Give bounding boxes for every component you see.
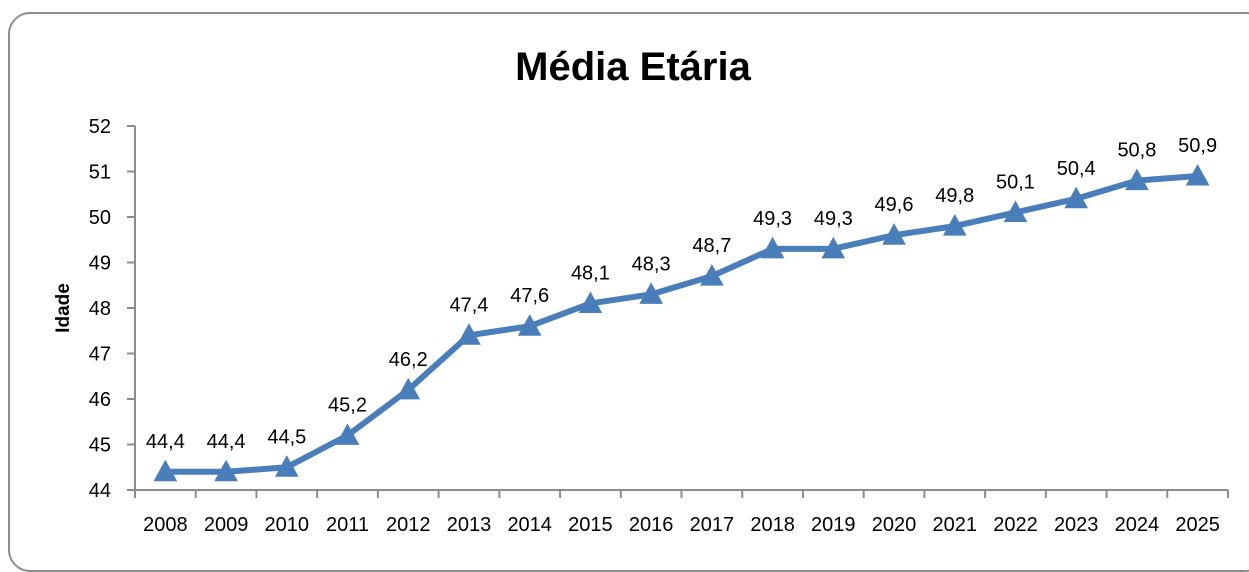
y-tick-label: 48: [89, 298, 111, 320]
x-tick-label: 2015: [568, 514, 613, 536]
data-labels: 44,4 44,4 44,5 45,2 46,2 47,4 47,6 48,1 48,3 48,7…: [146, 135, 1217, 453]
data-point-marker: [396, 377, 421, 400]
line-chart: Média Etária Idade 44 45 46 47 48 49 50 51 52 200…: [53, 45, 1229, 536]
y-tick-label: 52: [89, 116, 111, 138]
x-tick-label: 2013: [447, 514, 492, 536]
data-point-marker: [821, 236, 846, 259]
data-point-marker: [1003, 200, 1028, 222]
x-tick-label: 2010: [265, 514, 310, 536]
axes: 44 45 46 47 48 49 50 51 52 2008 2009 2010 2011 2012 20…: [89, 116, 1229, 536]
x-tick-label: 2023: [1054, 514, 1099, 536]
data-label: 46,2: [389, 349, 428, 371]
data-label: 45,2: [328, 394, 367, 416]
data-point-marker: [1185, 164, 1210, 186]
x-tick-label: 2024: [1115, 514, 1160, 536]
y-tick-label: 45: [89, 435, 111, 457]
x-tick-label: 2008: [143, 514, 188, 536]
y-axis-label: Idade: [53, 283, 74, 333]
x-tick-label: 2021: [933, 514, 978, 536]
data-label: 49,3: [814, 208, 853, 230]
x-tick-label: 2011: [326, 514, 369, 536]
x-tick-label: 2009: [204, 514, 249, 536]
data-label: 44,4: [146, 431, 185, 453]
data-point-marker: [335, 423, 360, 445]
x-tick-label: 2019: [811, 514, 856, 536]
data-label: 50,9: [1178, 135, 1217, 157]
data-point-marker: [639, 282, 663, 304]
y-tick-label: 51: [89, 162, 111, 184]
x-tick-label: 2012: [386, 514, 431, 536]
data-point-marker: [517, 314, 542, 336]
data-label: 49,8: [935, 185, 974, 207]
data-point-marker: [578, 291, 603, 313]
x-tick-label: 2016: [629, 514, 674, 536]
series-line: [162, 173, 1201, 475]
y-tick-label: 50: [89, 207, 111, 229]
data-label: 49,3: [753, 208, 792, 230]
data-point-marker: [153, 459, 178, 482]
y-tick-label: 44: [89, 480, 111, 502]
data-label: 47,6: [510, 285, 549, 307]
chart-frame: [8, 12, 1249, 572]
x-tick-label: 2018: [750, 514, 795, 536]
data-label: 48,7: [692, 235, 731, 257]
y-tick-label: 49: [89, 253, 111, 275]
data-label: 48,1: [571, 262, 610, 284]
data-point-marker: [700, 264, 724, 286]
data-label: 44,5: [267, 426, 306, 448]
series-layer: [153, 164, 1210, 482]
data-point-marker: [274, 455, 299, 477]
data-point-marker: [1064, 186, 1089, 209]
x-tick-label: 2022: [993, 514, 1038, 536]
y-tick-label: 47: [89, 344, 111, 366]
data-label: 50,1: [996, 171, 1035, 193]
data-label: 47,4: [450, 294, 489, 316]
x-tick-label: 2025: [1175, 514, 1220, 536]
data-label: 44,4: [207, 431, 246, 453]
data-label: 49,6: [875, 194, 914, 216]
data-label: 48,3: [632, 253, 671, 275]
y-tick-label: 46: [89, 389, 111, 411]
x-tick-label: 2017: [690, 514, 735, 536]
data-label: 50,4: [1057, 158, 1096, 180]
x-tick-label: 2020: [872, 514, 917, 536]
data-point-marker: [457, 323, 481, 345]
chart-title: Média Etária: [515, 45, 751, 89]
data-label: 50,8: [1117, 140, 1156, 162]
data-point-marker: [882, 223, 906, 245]
x-tick-label: 2014: [507, 514, 552, 536]
data-point-marker: [942, 214, 967, 236]
data-point-marker: [214, 459, 238, 482]
data-point-marker: [1125, 168, 1149, 191]
data-point-marker: [760, 236, 785, 259]
